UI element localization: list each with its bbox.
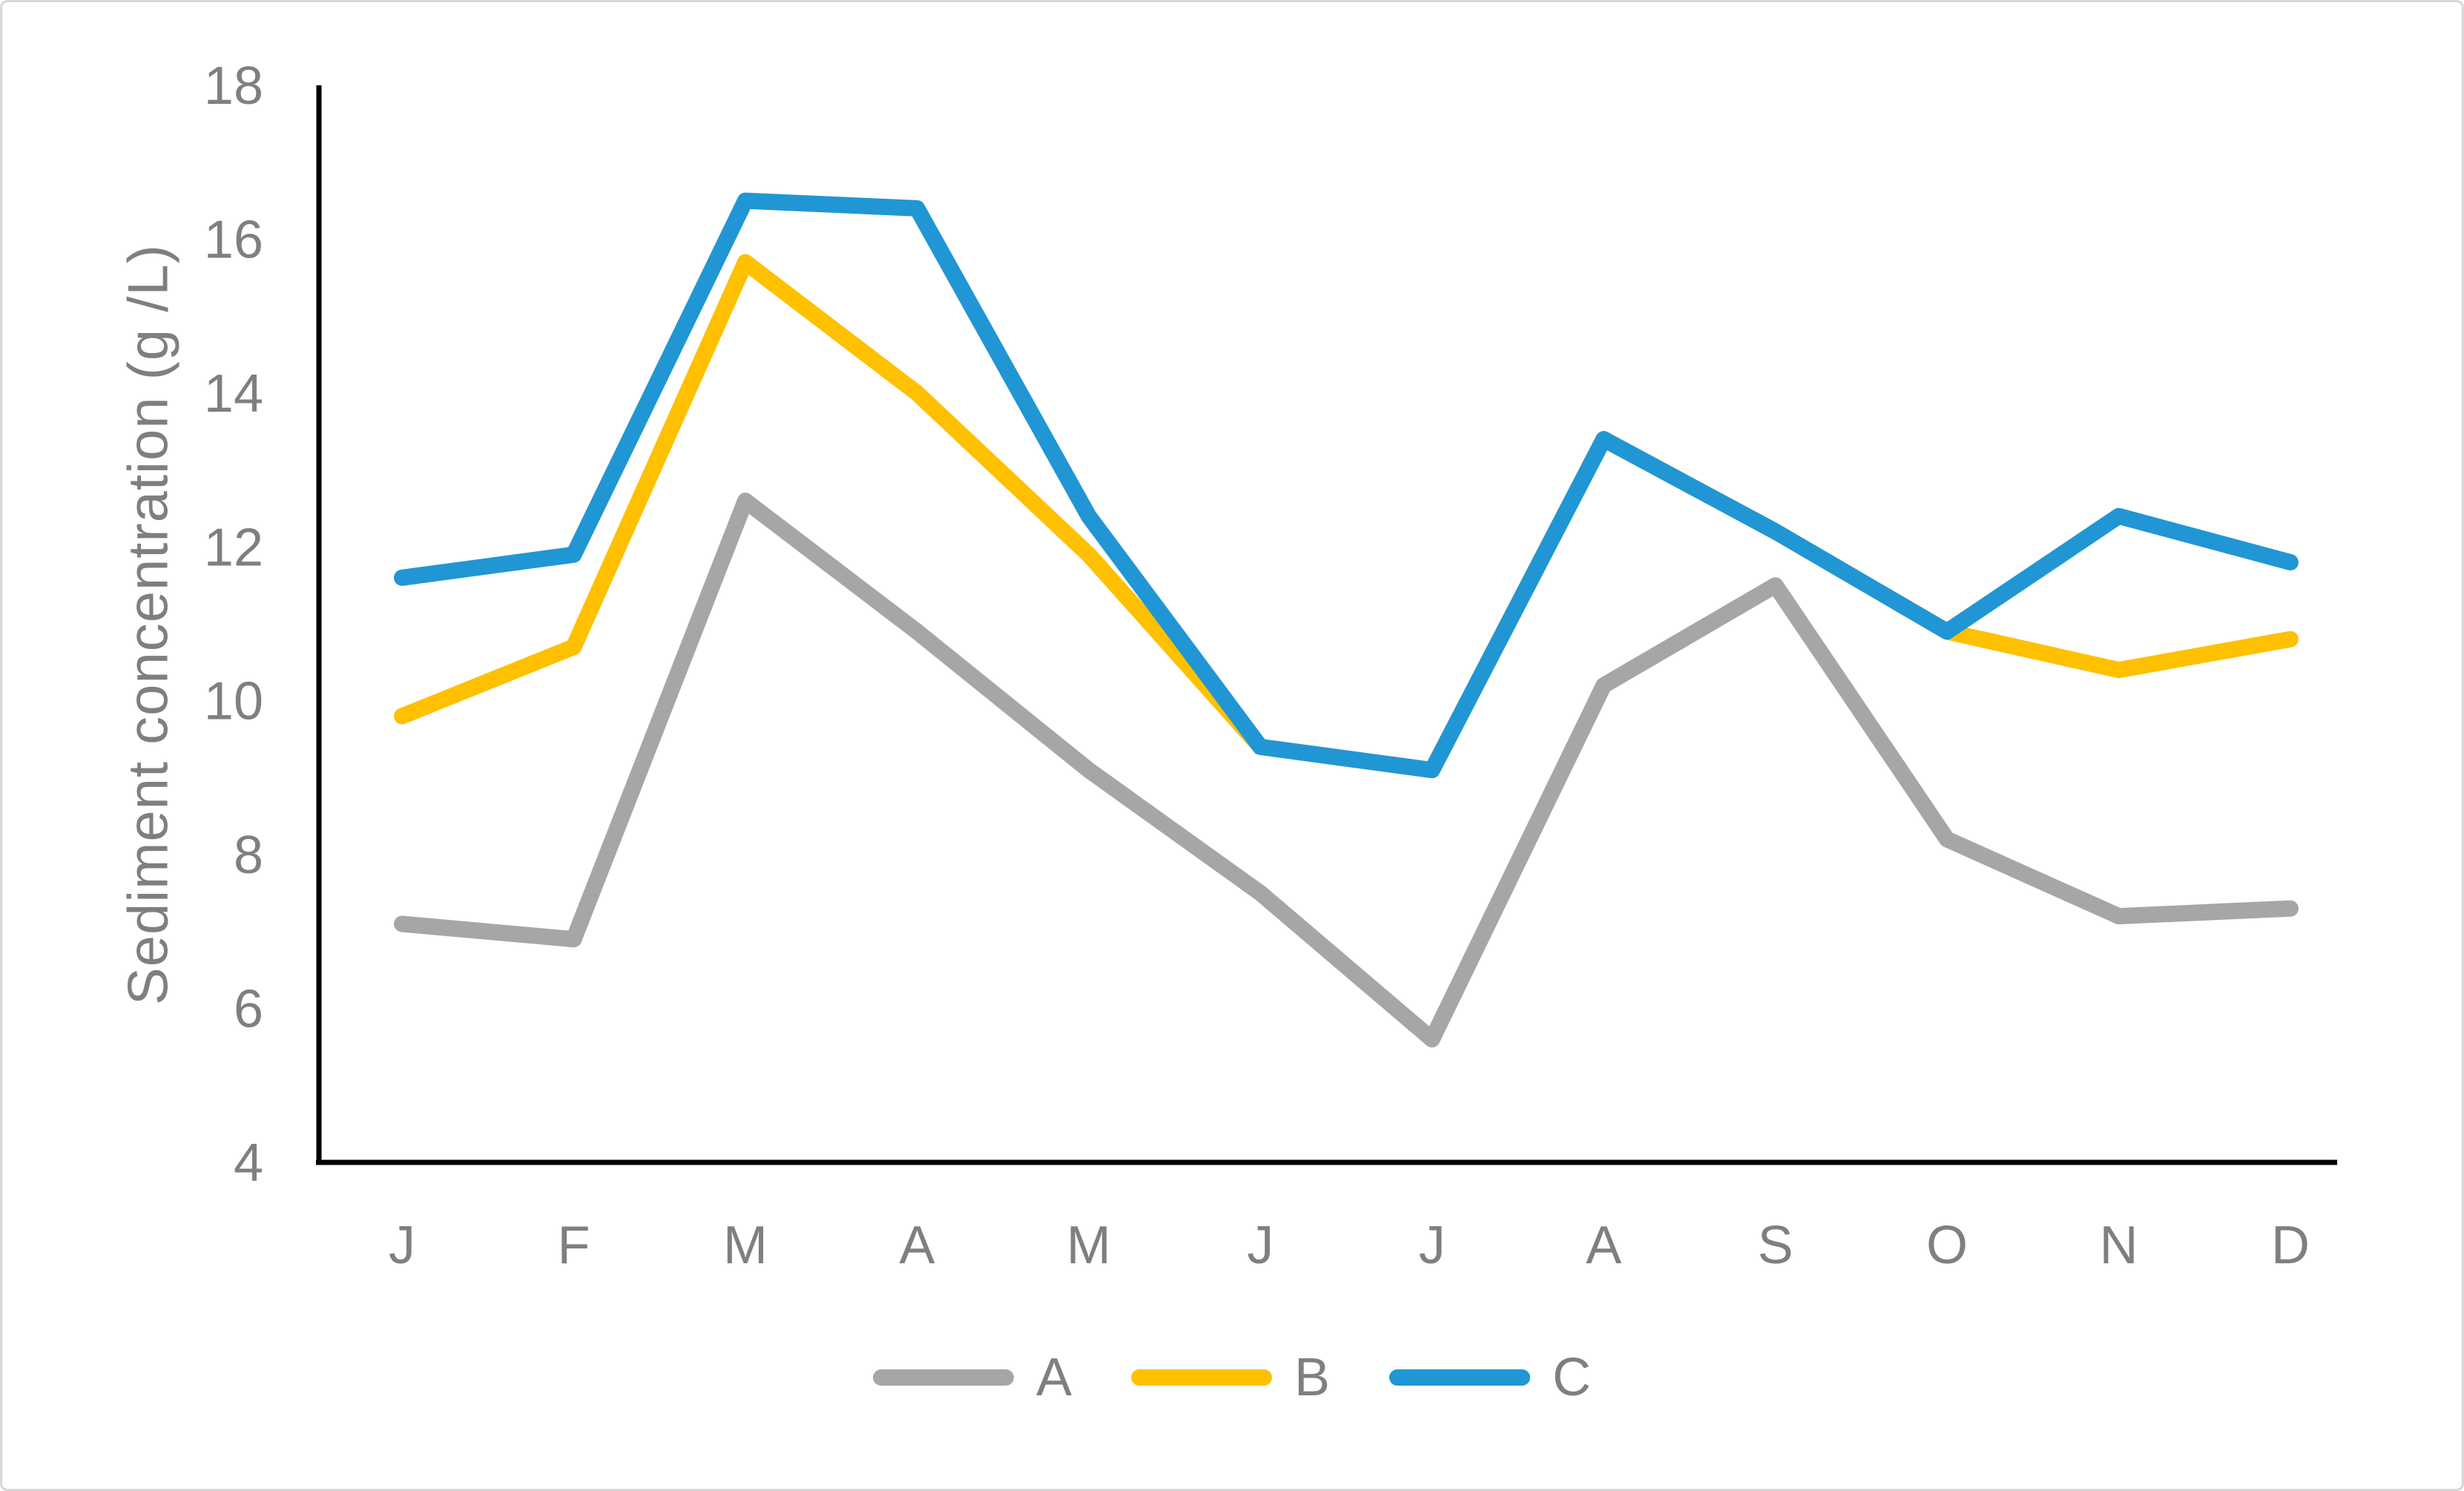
legend-swatch-c bbox=[1389, 1369, 1531, 1386]
y-tick-label: 18 bbox=[204, 56, 263, 116]
y-tick-label: 16 bbox=[204, 210, 263, 269]
x-tick-label: M bbox=[1067, 1216, 1111, 1275]
x-tick-label: F bbox=[557, 1216, 590, 1275]
series-line-a bbox=[394, 493, 2299, 1048]
y-tick-label: 14 bbox=[204, 364, 263, 424]
x-tick-label: M bbox=[723, 1216, 768, 1275]
legend-label-a: A bbox=[1035, 1348, 1072, 1407]
x-tick-label: A bbox=[899, 1216, 935, 1275]
y-tick-label: 8 bbox=[234, 826, 263, 885]
legend-swatch-a bbox=[872, 1369, 1014, 1386]
x-tick-label: S bbox=[1758, 1216, 1793, 1275]
series-line-c bbox=[394, 192, 2299, 779]
x-tick-label: A bbox=[1586, 1216, 1621, 1275]
chart-legend: A B C bbox=[872, 1348, 1591, 1407]
x-tick-label: D bbox=[2271, 1216, 2310, 1275]
x-tick-label: O bbox=[1926, 1216, 1968, 1275]
legend-label-b: B bbox=[1294, 1348, 1331, 1407]
y-tick-label: 6 bbox=[234, 980, 263, 1039]
legend-item-b: B bbox=[1131, 1351, 1330, 1404]
y-tick-label: 12 bbox=[204, 518, 263, 577]
y-tick-label: 10 bbox=[204, 672, 263, 731]
legend-swatch-b bbox=[1131, 1369, 1272, 1386]
x-tick-label: N bbox=[2100, 1216, 2138, 1275]
legend-item-c: C bbox=[1389, 1351, 1591, 1404]
x-tick-label: J bbox=[389, 1216, 415, 1275]
x-tick-label: J bbox=[1247, 1216, 1274, 1275]
y-axis-title: Sediment concentration (g /L) bbox=[116, 244, 180, 1005]
legend-label-c: C bbox=[1552, 1348, 1592, 1407]
y-tick-label: 4 bbox=[234, 1133, 263, 1193]
x-tick-label: J bbox=[1419, 1216, 1446, 1275]
legend-item-a: A bbox=[872, 1348, 1072, 1407]
